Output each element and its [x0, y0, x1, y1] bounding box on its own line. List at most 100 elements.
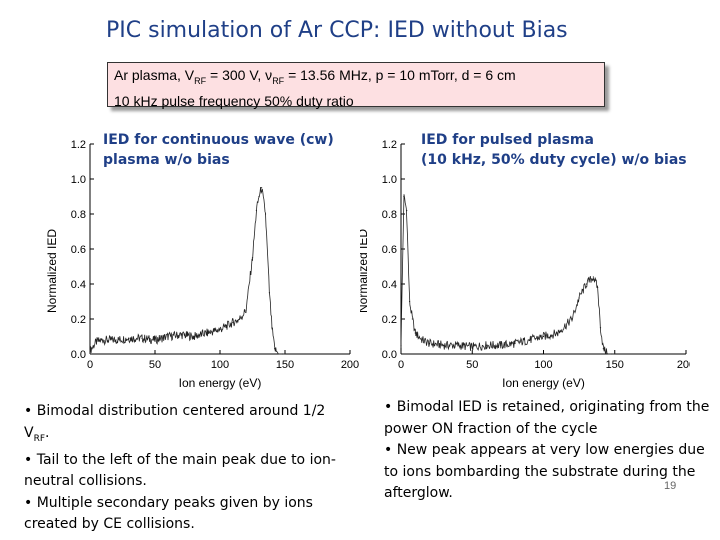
data-point	[115, 339, 117, 341]
y-tick-label: 0.8	[71, 209, 86, 221]
data-point	[225, 325, 228, 327]
caption-line: plasma w/o bias	[103, 152, 230, 168]
data-point	[500, 344, 502, 346]
data-point	[180, 334, 182, 336]
note-item: • Tail to the left of the main peak due …	[24, 451, 336, 490]
data-point	[607, 353, 609, 355]
data-point	[255, 209, 257, 212]
data-point	[400, 344, 402, 346]
x-tick-label: 0	[87, 359, 93, 371]
data-point	[585, 283, 587, 285]
data-point	[611, 353, 613, 355]
param-line-2: 10 kHz pulse frequency 50% duty ratio	[114, 92, 354, 109]
parameter-box: Ar plasma, VRF = 300 V, νRF = 13.56 MHz,…	[107, 62, 605, 109]
note-text: .	[45, 424, 50, 441]
y-tick-label: 0.4	[71, 279, 86, 291]
data-point	[421, 339, 423, 341]
caption-line: (10 kHz, 50% duty cycle) w/o bias	[421, 152, 687, 168]
ied-chart-pulsed: 0.0 0.2 0.4 0.6 0.8 1.0 1.2 0 50 100 150 200 Ion ene…	[360, 139, 690, 390]
y-tick-label: 0.6	[71, 244, 86, 256]
data-point	[471, 346, 473, 348]
data-point	[614, 353, 616, 355]
y-tick-label: 0.4	[382, 279, 397, 291]
data-point	[141, 337, 143, 339]
x-tick-label: 200	[677, 359, 690, 371]
ied-chart-cw: 0.0 0.2 0.4 0.6 0.8 1.0 1.2 0 50 100 150 200 Ion ene…	[45, 139, 359, 390]
param-text: = 13.56 MHz, p = 10 mTorr, d = 6 cm	[284, 67, 516, 83]
data-point	[592, 276, 594, 278]
data-point	[95, 341, 98, 343]
data-point	[128, 337, 130, 339]
data-point	[457, 344, 459, 346]
param-sub: RF	[194, 75, 207, 86]
data-point	[414, 332, 416, 334]
data-point	[154, 339, 156, 341]
y-axis-label: Normalized IED	[45, 229, 59, 313]
data-point	[542, 335, 545, 338]
data-point	[89, 349, 91, 352]
plot-caption-pulsed: IED for pulsed plasma (10 kHz, 50% duty …	[421, 130, 687, 170]
data-point	[193, 335, 195, 338]
data-point	[281, 353, 283, 355]
data-point	[245, 309, 247, 311]
y-tick-label: 1.2	[71, 139, 86, 151]
data-point	[557, 332, 559, 334]
data-point	[578, 297, 580, 299]
data-point	[277, 353, 280, 355]
notes-right: • Bimodal IED is retained, originating f…	[384, 397, 716, 505]
y-tick-label: 1.0	[382, 174, 397, 186]
data-point	[261, 187, 263, 189]
data-point	[599, 327, 602, 329]
y-tick-label: 1.2	[382, 139, 397, 151]
y-tick-label: 1.0	[71, 174, 86, 186]
x-tick-label: 50	[149, 359, 161, 371]
param-line-1: Ar plasma, VRF = 300 V, νRF = 13.56 MHz,…	[114, 65, 604, 91]
data-point	[238, 318, 241, 320]
data-point	[514, 342, 516, 345]
note-item: • Multiple secondary peaks given by ions…	[24, 494, 313, 533]
data-point	[485, 344, 488, 346]
x-tick-label: 100	[211, 359, 229, 371]
data-point	[406, 209, 408, 212]
x-tick-label: 50	[466, 359, 478, 371]
caption-line: IED for pulsed plasma	[421, 132, 594, 148]
ied-series-line	[400, 194, 615, 355]
data-point	[528, 339, 530, 341]
slide-title: PIC simulation of Ar CCP: IED without Bi…	[106, 18, 568, 43]
data-point	[258, 195, 260, 198]
plot-caption-cw: IED for continuous wave (cw) plasma w/o …	[103, 130, 334, 170]
data-point	[251, 257, 254, 259]
y-tick-label: 0.2	[71, 314, 86, 326]
data-point	[219, 328, 221, 331]
x-tick-label: 150	[276, 359, 294, 371]
note-item: • Bimodal distribution centered around 1…	[24, 401, 354, 450]
data-point	[443, 344, 445, 346]
data-point	[428, 342, 431, 345]
y-tick-label: 0.2	[382, 314, 397, 326]
param-text: = 300 V, ν	[206, 67, 273, 83]
x-tick-label: 100	[534, 359, 552, 371]
data-point	[411, 318, 413, 320]
data-point	[232, 321, 234, 324]
data-point	[271, 327, 273, 329]
data-point	[274, 348, 276, 350]
data-point	[167, 335, 169, 338]
note-item: • New peak appears at very low energies …	[384, 442, 705, 501]
x-tick-label: 150	[606, 359, 624, 371]
data-point	[403, 195, 405, 198]
page-number: 19	[664, 480, 677, 492]
x-axis-label: Ion energy (eV)	[502, 376, 585, 390]
data-point	[284, 353, 286, 355]
y-tick-label: 0.6	[382, 244, 397, 256]
note-text: • Bimodal distribution centered around 1…	[24, 403, 326, 441]
y-tick-label: 0.0	[71, 349, 86, 361]
param-text: Ar plasma, V	[114, 67, 195, 83]
y-tick-label: 0.0	[382, 349, 397, 361]
caption-line: IED for continuous wave (cw)	[103, 132, 334, 148]
x-tick-label: 200	[341, 359, 359, 371]
ied-series-line	[89, 187, 285, 355]
data-point	[571, 318, 573, 320]
x-axis-label: Ion energy (eV)	[179, 376, 262, 390]
x-tick-label: 0	[398, 359, 404, 371]
data-point	[597, 286, 599, 289]
